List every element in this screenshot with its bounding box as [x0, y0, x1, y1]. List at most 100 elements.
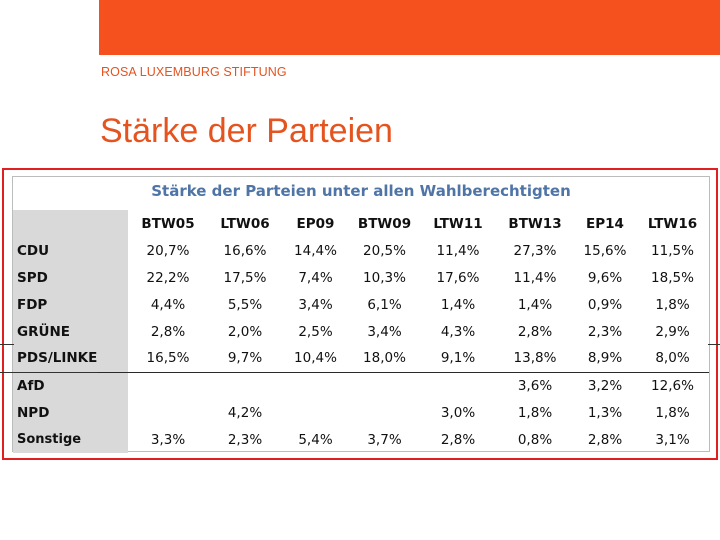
value-cell: 3,2% — [587, 377, 623, 394]
value-cell — [128, 399, 208, 426]
value-cell: 18,0% — [349, 345, 420, 373]
value-cell: 5,4% — [298, 431, 333, 448]
value-cell: 17,6% — [436, 269, 480, 286]
value-cell — [349, 372, 420, 399]
value-cell — [282, 372, 349, 399]
value-cell: 11,5% — [651, 242, 694, 259]
table-row: FDP 4,4% 5,5% 3,4% 6,1% 1,4% 1,4% 0,9% 1… — [13, 291, 709, 318]
value-cell: 4,2% — [227, 404, 263, 421]
table-header-row: BTW05 LTW06 EP09 BTW09 LTW11 BTW13 EP14 … — [13, 210, 709, 237]
column-header: BTW09 — [357, 215, 412, 232]
value-cell: 16,5% — [128, 345, 208, 373]
party-name: PDS/LINKE — [13, 345, 128, 373]
value-cell: 12,6% — [651, 377, 694, 394]
value-cell: 2,3% — [227, 431, 263, 448]
column-header: EP14 — [586, 215, 624, 232]
column-header: LTW11 — [433, 215, 483, 232]
table-row: NPD 4,2% 3,0% 1,8% 1,3% 1,8% — [13, 399, 709, 426]
value-cell: 1,8% — [517, 404, 553, 421]
value-cell: 2,8% — [587, 431, 623, 448]
separator-line-left — [0, 344, 14, 345]
party-name: Sonstige — [13, 426, 128, 453]
value-cell: 3,4% — [298, 296, 333, 313]
value-cell: 5,5% — [227, 296, 263, 313]
value-cell: 15,6% — [583, 242, 627, 259]
party-name: NPD — [13, 399, 128, 426]
value-cell — [128, 372, 208, 399]
value-cell: 1,3% — [587, 404, 623, 421]
table-row: CDU 20,7% 16,6% 14,4% 20,5% 11,4% 27,3% … — [13, 237, 709, 264]
table-row: GRÜNE 2,8% 2,0% 2,5% 3,4% 4,3% 2,8% 2,3%… — [13, 318, 709, 345]
value-cell: 1,4% — [517, 296, 553, 313]
value-cell: 10,3% — [363, 269, 406, 286]
value-cell: 4,3% — [440, 323, 476, 340]
value-cell: 17,5% — [223, 269, 267, 286]
party-strength-table: BTW05 LTW06 EP09 BTW09 LTW11 BTW13 EP14 … — [13, 210, 709, 453]
column-header: LTW06 — [220, 215, 270, 232]
value-cell: 14,4% — [294, 242, 337, 259]
value-cell: 2,9% — [655, 323, 690, 340]
table-row: Sonstige 3,3% 2,3% 5,4% 3,7% 2,8% 0,8% 2… — [13, 426, 709, 453]
value-cell: 22,2% — [146, 269, 190, 286]
value-cell: 16,6% — [223, 242, 267, 259]
value-cell: 3,3% — [150, 431, 186, 448]
value-cell: 1,4% — [440, 296, 476, 313]
value-cell — [420, 372, 496, 399]
value-cell: 20,5% — [363, 242, 406, 259]
value-cell: 4,4% — [150, 296, 186, 313]
value-cell: 7,4% — [298, 269, 333, 286]
party-name: AfD — [13, 372, 128, 399]
value-cell: 2,0% — [227, 323, 263, 340]
table-title: Stärke der Parteien unter allen Wahlbere… — [151, 182, 571, 200]
value-cell — [208, 372, 282, 399]
value-cell: 3,7% — [367, 431, 402, 448]
organization-name: ROSA LUXEMBURG STIFTUNG — [101, 65, 287, 79]
table-highlight-frame — [2, 168, 718, 460]
value-cell: 9,6% — [587, 269, 623, 286]
value-cell: 2,3% — [587, 323, 623, 340]
column-header: BTW05 — [141, 215, 195, 232]
value-cell: 10,4% — [282, 345, 349, 373]
value-cell — [349, 399, 420, 426]
value-cell: 11,4% — [436, 242, 480, 259]
separator-line-right — [708, 344, 720, 345]
party-strength-table-image: Stärke der Parteien unter allen Wahlbere… — [12, 176, 710, 453]
column-header: EP09 — [296, 215, 335, 232]
column-header: LTW16 — [647, 215, 698, 232]
value-cell: 0,8% — [517, 431, 553, 448]
value-cell: 6,1% — [367, 296, 402, 313]
value-cell: 8,9% — [574, 345, 636, 373]
value-cell: 9,1% — [420, 345, 496, 373]
corner-header-cell — [13, 210, 128, 237]
party-name: FDP — [13, 291, 128, 318]
value-cell: 1,8% — [655, 404, 690, 421]
value-cell: 0,9% — [587, 296, 623, 313]
value-cell: 8,0% — [636, 345, 709, 373]
value-cell: 11,4% — [513, 269, 557, 286]
value-cell: 3,1% — [655, 431, 690, 448]
value-cell: 3,4% — [367, 323, 402, 340]
value-cell: 2,8% — [517, 323, 553, 340]
party-name: SPD — [13, 264, 128, 291]
top-accent-bar — [99, 0, 720, 55]
value-cell — [282, 399, 349, 426]
page-title: Stärke der Parteien — [100, 112, 393, 150]
column-header: BTW13 — [508, 215, 562, 232]
party-name: GRÜNE — [13, 318, 128, 345]
value-cell: 18,5% — [651, 269, 694, 286]
table-row: PDS/LINKE 16,5% 9,7% 10,4% 18,0% 9,1% 13… — [13, 345, 709, 373]
value-cell: 2,5% — [298, 323, 333, 340]
value-cell: 3,6% — [517, 377, 553, 394]
value-cell: 9,7% — [208, 345, 282, 373]
value-cell: 2,8% — [150, 323, 186, 340]
table-row: AfD 3,6% 3,2% 12,6% — [13, 372, 709, 399]
value-cell: 3,0% — [440, 404, 476, 421]
separator-line-lower — [0, 372, 98, 373]
table-row: SPD 22,2% 17,5% 7,4% 10,3% 17,6% 11,4% 9… — [13, 264, 709, 291]
value-cell: 27,3% — [513, 242, 557, 259]
value-cell: 1,8% — [655, 296, 690, 313]
value-cell: 20,7% — [146, 242, 190, 259]
party-name: CDU — [13, 237, 128, 264]
value-cell: 13,8% — [496, 345, 574, 373]
value-cell: 2,8% — [440, 431, 476, 448]
